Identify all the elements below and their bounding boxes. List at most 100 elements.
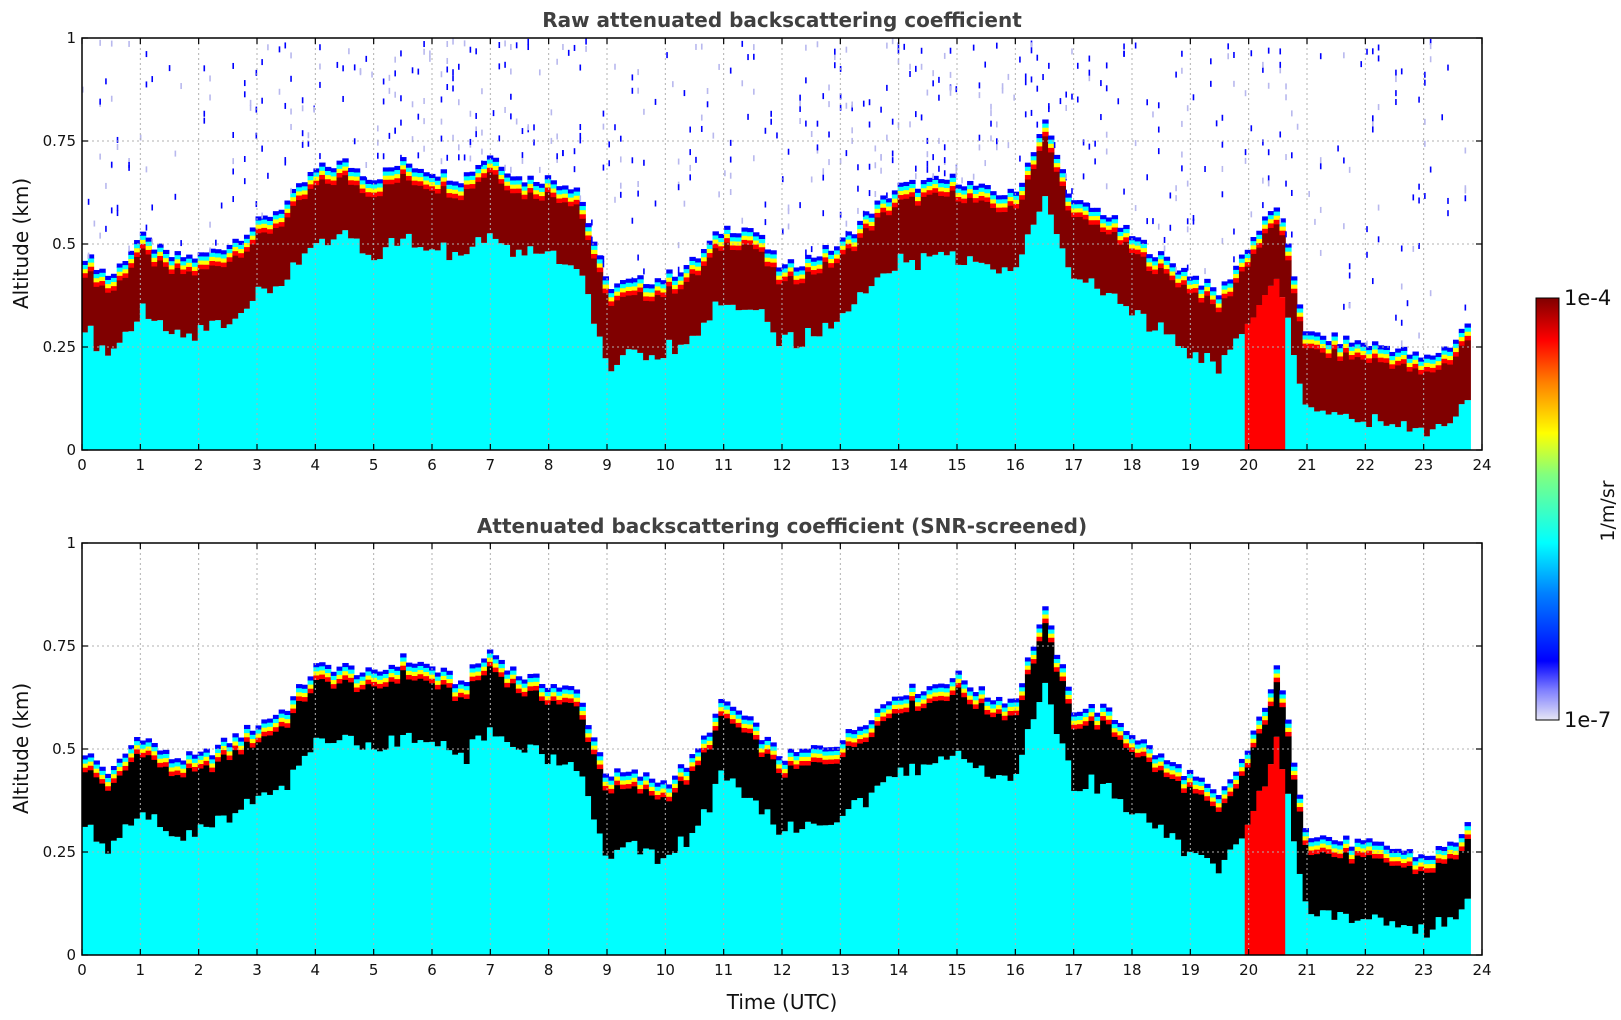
noise-speck <box>1163 245 1166 252</box>
noise-speck <box>845 102 848 109</box>
field-column-core <box>527 192 534 247</box>
field-column-core <box>1024 179 1032 235</box>
field-column-edge <box>1053 667 1061 672</box>
field-column-edge <box>1042 614 1049 620</box>
field-column-edge <box>903 703 910 709</box>
field-column-edge <box>700 253 708 258</box>
field-column-core <box>510 192 517 257</box>
field-column-lower <box>1447 917 1454 955</box>
field-column-edge <box>1233 779 1240 785</box>
field-column-edge <box>232 745 239 751</box>
field-column-edge <box>724 709 731 715</box>
field-column-lower <box>313 243 320 450</box>
field-column-edge <box>1395 857 1402 862</box>
field-column-edge <box>781 769 789 774</box>
field-column-lower <box>845 809 852 955</box>
field-column-edge <box>162 254 170 259</box>
field-column-core <box>810 274 818 337</box>
field-column-edge <box>984 709 991 715</box>
field-column-edge <box>995 195 1003 200</box>
field-column-edge <box>1343 348 1350 353</box>
noise-speck <box>943 157 946 164</box>
field-column-edge <box>799 274 806 280</box>
noise-speck <box>394 70 396 77</box>
field-column-edge <box>556 198 563 204</box>
field-column-edge <box>481 662 488 668</box>
field-column-edge <box>162 249 170 255</box>
field-column-lower <box>87 824 95 955</box>
field-column-lower <box>660 858 667 955</box>
noise-speck <box>1186 218 1189 225</box>
noise-speck <box>388 132 391 139</box>
field-column-core <box>1302 347 1309 405</box>
field-column-edge <box>394 165 401 171</box>
field-column-edge <box>591 249 598 255</box>
field-column-lower <box>174 329 181 450</box>
field-column-edge <box>631 286 638 291</box>
field-column-edge <box>562 689 569 695</box>
field-column-edge <box>1157 761 1165 767</box>
noise-speck <box>839 104 842 111</box>
noise-speck <box>932 154 934 161</box>
field-column-lower <box>995 775 1003 955</box>
noise-speck <box>440 96 443 103</box>
field-column-edge <box>596 752 604 757</box>
field-column-edge <box>799 270 806 275</box>
field-column-edge <box>915 698 922 703</box>
field-column-edge <box>145 742 153 747</box>
field-column-lower <box>417 247 424 450</box>
field-column-edge <box>1273 677 1281 683</box>
field-column-edge <box>145 738 153 743</box>
field-column-lower <box>1088 278 1095 450</box>
x-tick-label: 21 <box>1297 961 1316 979</box>
noise-speck <box>1279 218 1282 225</box>
field-column-core <box>793 283 800 349</box>
field-column-edge <box>637 784 644 790</box>
field-column-edge <box>741 239 748 245</box>
field-column-lower <box>810 823 818 955</box>
noise-speck <box>787 223 790 230</box>
field-column-core <box>1360 359 1367 422</box>
field-column-edge <box>1343 335 1350 341</box>
field-column-core <box>411 184 419 248</box>
field-column-edge <box>1244 754 1252 760</box>
field-column-edge <box>336 678 343 684</box>
noise-speck <box>614 196 616 203</box>
noise-speck <box>943 144 946 151</box>
noise-speck <box>209 94 211 101</box>
field-column-core <box>278 726 286 786</box>
noise-speck <box>753 88 755 95</box>
field-column-lower <box>781 334 789 450</box>
field-column-lower <box>492 736 500 955</box>
field-column-edge <box>434 680 442 686</box>
field-column-edge <box>1354 842 1362 848</box>
noise-speck <box>1036 85 1039 92</box>
field-column-edge <box>475 663 482 668</box>
noise-speck <box>1076 62 1079 69</box>
field-column-edge <box>1059 672 1066 677</box>
field-column-edge <box>238 741 245 747</box>
field-column-edge <box>1343 847 1350 853</box>
field-column-core <box>793 768 800 833</box>
field-column-edge <box>1059 177 1066 182</box>
field-column-lower <box>1343 913 1350 955</box>
field-column-lower <box>301 253 309 450</box>
field-column-edge <box>232 242 239 248</box>
field-column-lower <box>550 754 557 955</box>
noise-speck <box>631 217 634 224</box>
field-column-edge <box>139 235 147 241</box>
field-column-edge <box>110 765 118 771</box>
noise-speck <box>1094 140 1096 147</box>
field-column-edge <box>781 276 789 282</box>
noise-speck <box>232 158 234 165</box>
noise-speck <box>834 62 836 69</box>
field-column-edge <box>1163 768 1171 773</box>
field-column-lower <box>1314 411 1321 450</box>
field-column-core <box>955 201 962 265</box>
noise-speck <box>139 134 142 141</box>
field-column-lower <box>1273 736 1281 955</box>
field-column-core <box>585 741 592 797</box>
field-column-edge <box>162 749 170 755</box>
field-column-edge <box>1348 850 1356 856</box>
field-column-edge <box>533 190 540 195</box>
